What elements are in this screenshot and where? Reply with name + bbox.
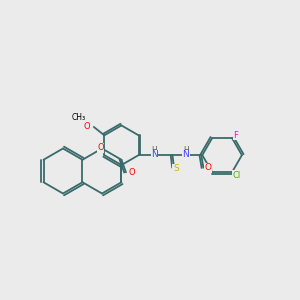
Text: S: S <box>173 164 179 173</box>
Text: Cl: Cl <box>232 171 241 180</box>
Text: N: N <box>182 150 189 159</box>
Text: CH₃: CH₃ <box>72 113 86 122</box>
Text: F: F <box>233 131 238 140</box>
Text: O: O <box>97 143 104 152</box>
Text: N: N <box>151 150 158 159</box>
Text: O: O <box>204 163 211 172</box>
Text: H: H <box>183 146 189 155</box>
Text: O: O <box>84 122 91 130</box>
Text: H: H <box>152 146 158 155</box>
Text: O: O <box>128 168 135 177</box>
